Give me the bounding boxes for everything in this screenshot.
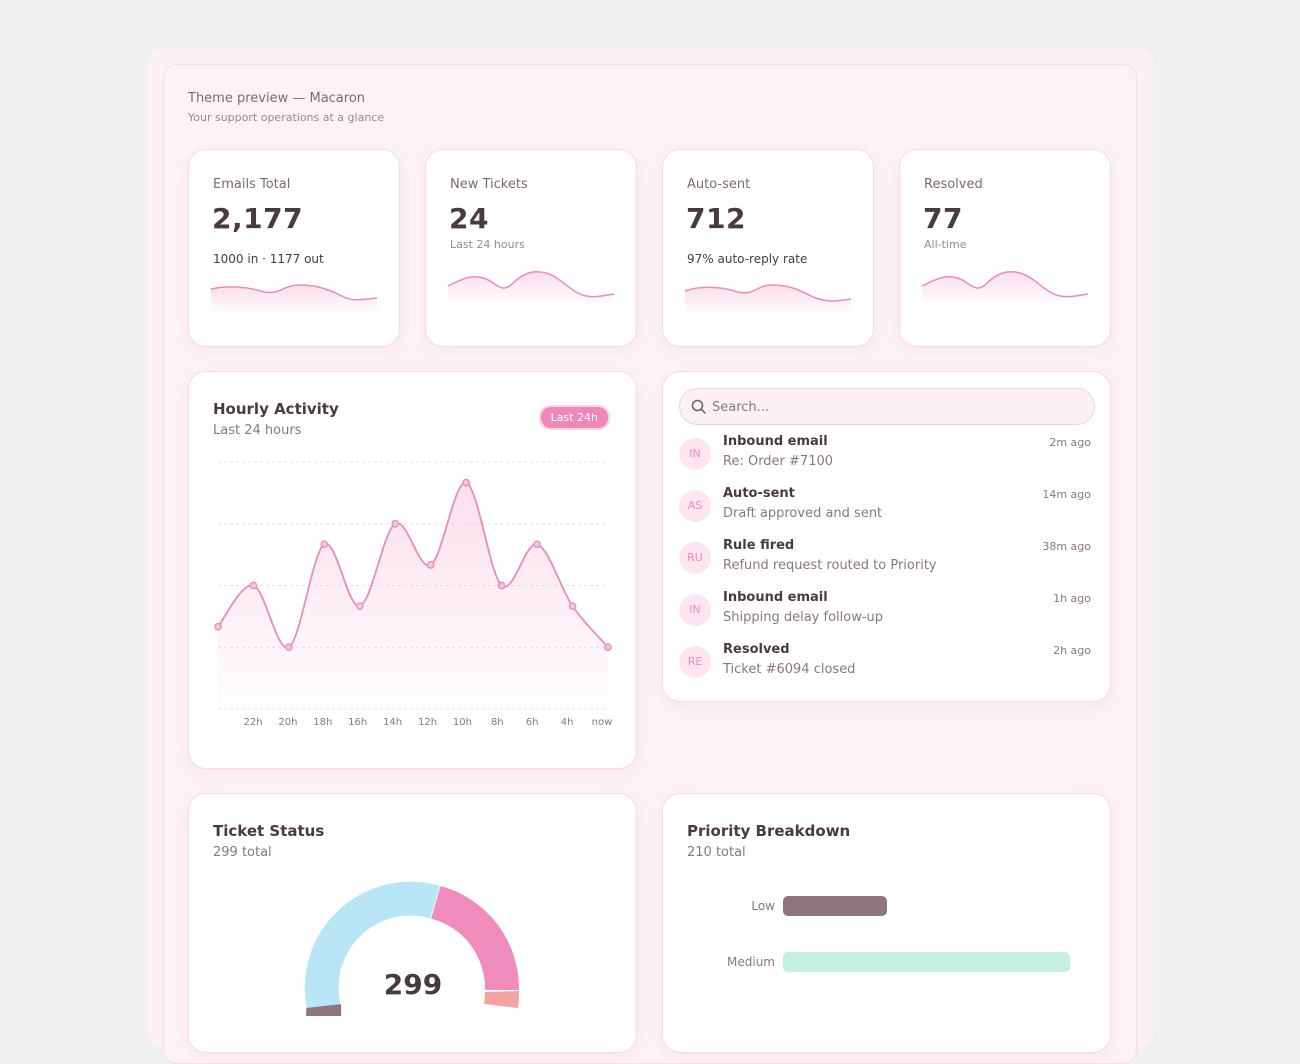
- feed-title: Inbound email: [723, 434, 828, 449]
- ticket-status-card: Ticket Status 299 total 299: [188, 793, 637, 1053]
- data-point: [462, 478, 471, 487]
- sparkline: [684, 284, 852, 315]
- theme-title: Theme preview — Macaron: [188, 91, 366, 106]
- stat-label: New Tickets: [450, 177, 528, 192]
- priority-label-low: Low: [751, 899, 775, 913]
- sparkline: [210, 284, 378, 315]
- x-tick-label: 16h: [348, 717, 367, 728]
- donut-slice-pink: [431, 886, 520, 990]
- stat-label: Auto-sent: [687, 177, 751, 192]
- feed-title: Resolved: [723, 642, 790, 657]
- donut-slice-blue: [304, 881, 440, 1011]
- search-input[interactable]: [712, 397, 1072, 417]
- theme-preview-panel: Theme preview — Macaron Your support ope…: [163, 64, 1137, 1064]
- x-tick-label: 10h: [453, 717, 472, 728]
- data-point: [320, 540, 329, 549]
- stat-card-new-tickets: New Tickets 24 Last 24 hours: [425, 149, 637, 347]
- data-point: [249, 581, 258, 590]
- hourly-activity-chart: 22h 20h 18h 16h 14h 12h 10h 8h 6h 4h now: [214, 461, 613, 728]
- x-tick-label: 22h: [243, 717, 262, 728]
- list-item[interactable]: RU Rule fired Refund request routed to P…: [679, 538, 1095, 590]
- priority-bar-low: [783, 896, 888, 916]
- stat-sub: Last 24 hours: [450, 238, 525, 251]
- feed-title: Inbound email: [723, 590, 828, 605]
- priority-label-medium: Medium: [727, 955, 775, 969]
- avatar: RE: [679, 646, 711, 678]
- stat-sub: All-time: [924, 238, 967, 251]
- x-tick-label: 18h: [313, 717, 332, 728]
- stat-value: 2,177: [212, 202, 304, 235]
- priority-breakdown-card: Priority Breakdown 210 total Low Medium: [662, 793, 1111, 1053]
- stat-value: 77: [923, 202, 963, 235]
- x-tick-label: 8h: [491, 717, 504, 728]
- data-point: [604, 643, 612, 652]
- avatar: AS: [679, 490, 711, 522]
- stat-card-auto-sent: Auto-sent 712 97% auto-reply rate: [662, 149, 874, 347]
- x-tick-label: 4h: [561, 717, 574, 728]
- data-point: [355, 602, 364, 610]
- data-point: [391, 519, 400, 528]
- stat-value: 24: [449, 202, 489, 235]
- feed-time: 2h ago: [1053, 644, 1091, 657]
- card-title: Ticket Status: [213, 822, 325, 840]
- avatar: RU: [679, 542, 711, 574]
- feed-description: Ticket #6094 closed: [723, 662, 856, 677]
- feed-title: Rule fired: [723, 538, 795, 553]
- list-item[interactable]: AS Auto-sent Draft approved and sent 14m…: [679, 486, 1095, 538]
- card-subtitle: 210 total: [687, 845, 746, 860]
- x-tick-label: now: [592, 717, 613, 728]
- card-subtitle: 299 total: [213, 845, 272, 860]
- sparkline: [447, 271, 615, 305]
- area-fill: [218, 482, 608, 709]
- feed-time: 14m ago: [1042, 488, 1091, 501]
- list-item[interactable]: IN Inbound email Shipping delay follow-u…: [679, 590, 1095, 642]
- theme-preview-frame: Theme preview — Macaron Your support ope…: [147, 48, 1153, 1064]
- priority-bar-medium: [783, 952, 1070, 972]
- range-badge[interactable]: Last 24h: [538, 405, 610, 430]
- stat-label: Resolved: [924, 177, 983, 192]
- avatar: IN: [679, 438, 711, 470]
- donut-center-value: 299: [384, 968, 442, 1001]
- hourly-activity-card: Hourly Activity Last 24 hours Last 24h 2…: [188, 371, 637, 769]
- stat-card-resolved: Resolved 77 All-time: [899, 149, 1111, 347]
- feed-description: Re: Order #7100: [723, 454, 834, 469]
- data-point: [285, 643, 293, 652]
- feed-title: Auto-sent: [723, 486, 795, 501]
- feed-time: 38m ago: [1042, 540, 1091, 553]
- feed-description: Draft approved and sent: [723, 506, 883, 521]
- search-icon: [691, 399, 706, 414]
- ticket-status-donut: 299: [304, 881, 520, 1016]
- x-tick-label: 14h: [383, 717, 402, 728]
- sparkline: [921, 271, 1089, 305]
- feed-description: Shipping delay follow-up: [723, 610, 884, 625]
- feed-time: 1h ago: [1053, 592, 1091, 605]
- list-item[interactable]: IN Inbound email Re: Order #7100 2m ago: [679, 434, 1095, 486]
- data-point: [533, 540, 541, 549]
- x-tick-label: 20h: [278, 717, 297, 728]
- data-point: [568, 602, 577, 610]
- theme-subtitle: Your support operations at a glance: [188, 111, 385, 124]
- x-tick-label: 6h: [526, 717, 539, 728]
- list-item[interactable]: RE Resolved Ticket #6094 closed 2h ago: [679, 642, 1095, 694]
- feed-description: Refund request routed to Priority: [723, 558, 937, 573]
- x-tick-label: 12h: [418, 717, 437, 728]
- activity-feed-card: IN Inbound email Re: Order #7100 2m ago …: [662, 371, 1111, 702]
- card-title: Priority Breakdown: [687, 822, 851, 840]
- search-box[interactable]: [679, 388, 1095, 425]
- stat-card-emails-total: Emails Total 2,177 1000 in · 1177 out: [188, 149, 400, 347]
- avatar: IN: [679, 594, 711, 626]
- stat-label: Emails Total: [213, 177, 291, 192]
- stat-value: 712: [686, 202, 746, 235]
- data-point: [426, 561, 435, 569]
- card-title: Hourly Activity: [213, 400, 339, 418]
- data-point: [214, 622, 222, 631]
- stat-sub: 97% auto-reply rate: [687, 252, 808, 266]
- data-point: [497, 581, 506, 590]
- card-subtitle: Last 24 hours: [213, 423, 302, 438]
- stat-sub: 1000 in · 1177 out: [213, 252, 324, 266]
- feed-time: 2m ago: [1049, 436, 1091, 449]
